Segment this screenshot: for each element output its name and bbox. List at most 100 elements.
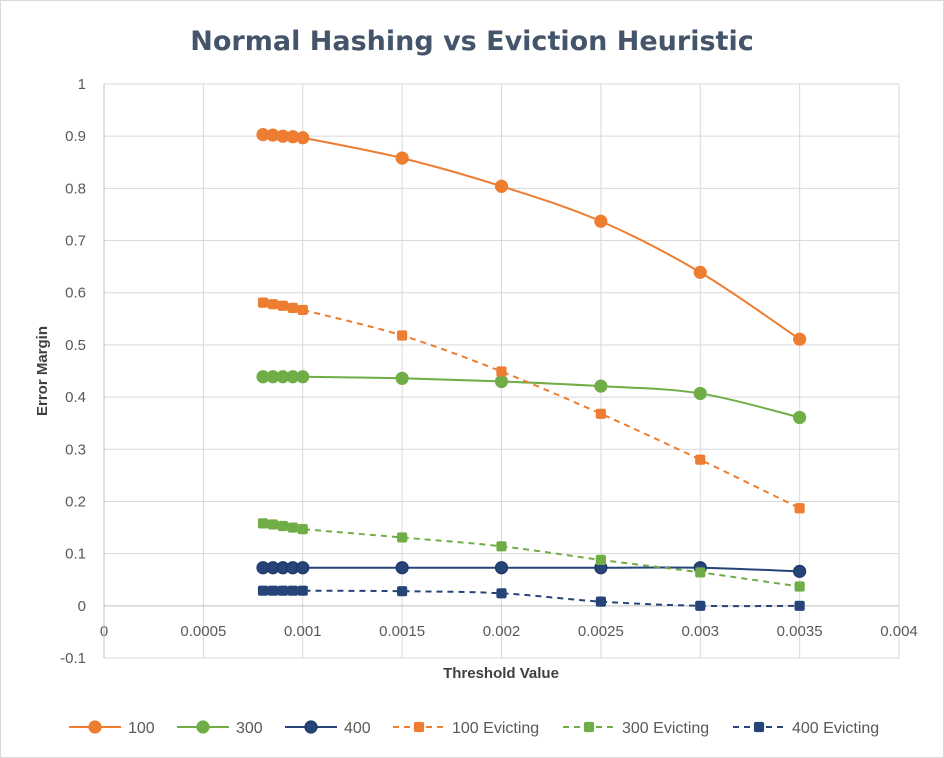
data-point (397, 330, 408, 341)
data-point (695, 567, 706, 578)
legend-marker (413, 721, 425, 733)
legend-marker (304, 720, 318, 734)
x-tick-label: 0.002 (483, 623, 521, 640)
legend-label: 300 (236, 720, 263, 737)
data-point (496, 588, 507, 599)
data-point (297, 524, 308, 535)
data-point (296, 561, 310, 575)
data-point (287, 585, 298, 596)
y-tick-label: 0.1 (65, 546, 86, 563)
data-point (296, 370, 310, 384)
data-point (297, 304, 308, 316)
series-100 (256, 128, 807, 346)
legend-item: 300 Evicting (563, 720, 709, 737)
series-300-evicting (257, 518, 805, 592)
data-point (277, 300, 288, 311)
x-tick-label: 0.0025 (578, 623, 624, 640)
data-point (296, 131, 310, 145)
x-axis-title: Threshold Value (443, 665, 559, 682)
legend-item: 100 Evicting (393, 720, 539, 737)
legend-label: 400 (344, 720, 371, 737)
data-point (595, 554, 606, 565)
data-point (267, 519, 279, 530)
data-point (257, 518, 269, 529)
series-line (262, 566, 800, 573)
data-point (496, 541, 507, 552)
legend-label: 100 (128, 720, 155, 737)
data-point (494, 179, 509, 193)
legend-marker (88, 720, 102, 734)
data-point (794, 581, 805, 592)
data-point (257, 585, 269, 596)
data-point (595, 408, 606, 419)
data-point (277, 520, 288, 532)
data-point (267, 585, 279, 596)
data-point (267, 299, 279, 310)
x-tick-label: 0.004 (880, 623, 918, 640)
legend-marker (583, 721, 595, 733)
x-tick-label: 0.001 (284, 623, 322, 640)
legend-label: 300 Evicting (622, 720, 709, 737)
y-tick-label: 0.8 (65, 180, 86, 197)
legend-item: 300 (177, 720, 263, 737)
data-point (397, 532, 408, 543)
y-tick-label: 0.5 (65, 337, 86, 354)
y-tick-label: 0.4 (65, 389, 86, 406)
legend-item: 100 (69, 720, 155, 737)
data-point (793, 332, 807, 346)
data-point (794, 503, 805, 514)
data-point (695, 454, 706, 465)
data-point (793, 410, 807, 425)
x-tick-label: 0.0035 (777, 623, 823, 640)
data-point (595, 596, 606, 607)
y-tick-label: 1 (78, 76, 86, 93)
data-point (793, 564, 807, 578)
y-tick-label: 0.3 (65, 441, 86, 458)
y-tick-label: 0.7 (65, 233, 86, 250)
data-point (395, 371, 409, 385)
series-line (262, 301, 801, 510)
axes: -0.100.10.20.30.40.50.60.70.80.910 0.0005… (60, 76, 918, 667)
data-point (693, 265, 707, 279)
data-point (297, 585, 308, 596)
x-tick-label: 0.0005 (180, 623, 226, 640)
series-400-evicting (257, 585, 805, 611)
legend-item: 400 (285, 720, 371, 737)
data-point (494, 374, 509, 389)
legend-marker (196, 720, 210, 734)
data-point (594, 379, 608, 393)
data-point (395, 561, 409, 575)
data-point (397, 586, 408, 597)
y-tick-label: 0 (78, 598, 86, 615)
data-point (693, 386, 707, 401)
legend: 100 300 400 100 Evicting 300 Evicting 400 Evi… (69, 720, 879, 737)
data-point (496, 366, 507, 377)
chart-title: Normal Hashing vs Eviction Heuristic (190, 26, 753, 57)
legend-label: 400 Evicting (792, 720, 879, 737)
data-point (395, 151, 409, 165)
series-300 (256, 370, 807, 425)
data-point (794, 600, 805, 611)
data-point (287, 302, 298, 313)
x-tick-label: 0.003 (681, 623, 719, 640)
series-line (262, 522, 800, 588)
y-tick-label: -0.1 (60, 650, 86, 667)
series-line (262, 133, 801, 340)
legend-item: 400 Evicting (733, 720, 879, 737)
legend-marker (753, 721, 765, 733)
data-point (594, 214, 608, 228)
y-tick-label: 0.2 (65, 493, 86, 510)
y-tick-label: 0.6 (65, 285, 86, 302)
series-100-evicting (257, 297, 805, 514)
data-point (277, 585, 288, 596)
data-point (695, 600, 706, 611)
data-point (287, 522, 298, 533)
x-tick-label: 0.0015 (379, 623, 425, 640)
y-tick-label: 0.9 (65, 128, 86, 145)
series-line (263, 589, 800, 608)
y-axis-title: Error Margin (34, 326, 51, 416)
series-layer (256, 128, 807, 611)
data-point (257, 297, 269, 308)
